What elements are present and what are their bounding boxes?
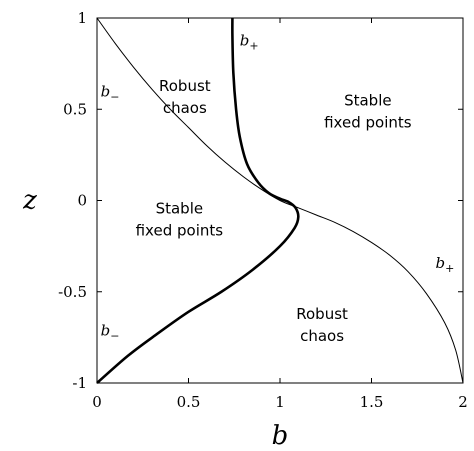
region-label: Stable fixed points (136, 199, 224, 239)
ticks-layer: 0 0.5 1 1.5 2 1 0.5 0 -0.5 -1 (58, 9, 468, 411)
y-axis-label: z (22, 186, 37, 216)
region-label: Stable fixed points (324, 92, 412, 132)
x-tick-label: 1.5 (360, 393, 384, 411)
curve-label: b+ (436, 254, 455, 275)
y-tick-label: -1 (72, 374, 87, 392)
labels-layer: Robust chaos Stable fixed points Stable fixed… (101, 31, 455, 345)
curves-layer (96, 17, 464, 384)
region-label: Robust chaos (159, 77, 211, 117)
y-tick-label: 0 (77, 192, 87, 210)
curve-label: b+ (240, 31, 259, 52)
x-tick-label: 2 (458, 393, 468, 411)
y-tick-label: 0.5 (63, 100, 87, 118)
x-axis-label: b (272, 421, 289, 451)
y-tick-label: 1 (77, 9, 87, 27)
curve-thick (96, 17, 300, 384)
x-tick-label: 0 (92, 393, 102, 411)
curve-thin (96, 17, 464, 384)
y-tick-label: -0.5 (58, 283, 87, 301)
x-tick-label: 1 (275, 393, 285, 411)
curve-label: b− (101, 82, 120, 103)
curve-label: b− (101, 322, 120, 343)
x-tick-label: 0.5 (177, 393, 201, 411)
region-label: Robust chaos (296, 305, 348, 345)
